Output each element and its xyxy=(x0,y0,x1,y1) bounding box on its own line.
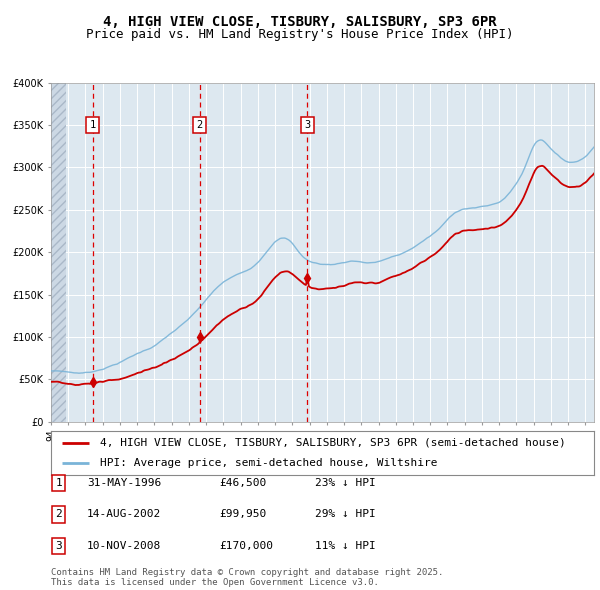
Text: Contains HM Land Registry data © Crown copyright and database right 2025.
This d: Contains HM Land Registry data © Crown c… xyxy=(51,568,443,587)
Text: 3: 3 xyxy=(55,542,62,551)
Text: HPI: Average price, semi-detached house, Wiltshire: HPI: Average price, semi-detached house,… xyxy=(100,458,437,468)
Text: 1: 1 xyxy=(55,478,62,487)
Text: 4, HIGH VIEW CLOSE, TISBURY, SALISBURY, SP3 6PR: 4, HIGH VIEW CLOSE, TISBURY, SALISBURY, … xyxy=(103,15,497,29)
Text: Price paid vs. HM Land Registry's House Price Index (HPI): Price paid vs. HM Land Registry's House … xyxy=(86,28,514,41)
Text: 2: 2 xyxy=(55,510,62,519)
Text: 31-MAY-1996: 31-MAY-1996 xyxy=(87,478,161,487)
Text: £46,500: £46,500 xyxy=(219,478,266,487)
Text: 10-NOV-2008: 10-NOV-2008 xyxy=(87,542,161,551)
Text: 23% ↓ HPI: 23% ↓ HPI xyxy=(315,478,376,487)
Bar xyxy=(51,83,65,422)
Text: 14-AUG-2002: 14-AUG-2002 xyxy=(87,510,161,519)
Text: 11% ↓ HPI: 11% ↓ HPI xyxy=(315,542,376,551)
Text: £99,950: £99,950 xyxy=(219,510,266,519)
Text: 1: 1 xyxy=(89,120,96,130)
Text: 4, HIGH VIEW CLOSE, TISBURY, SALISBURY, SP3 6PR (semi-detached house): 4, HIGH VIEW CLOSE, TISBURY, SALISBURY, … xyxy=(100,438,566,448)
Text: £170,000: £170,000 xyxy=(219,542,273,551)
Text: 29% ↓ HPI: 29% ↓ HPI xyxy=(315,510,376,519)
Text: 2: 2 xyxy=(196,120,203,130)
Text: 3: 3 xyxy=(304,120,310,130)
